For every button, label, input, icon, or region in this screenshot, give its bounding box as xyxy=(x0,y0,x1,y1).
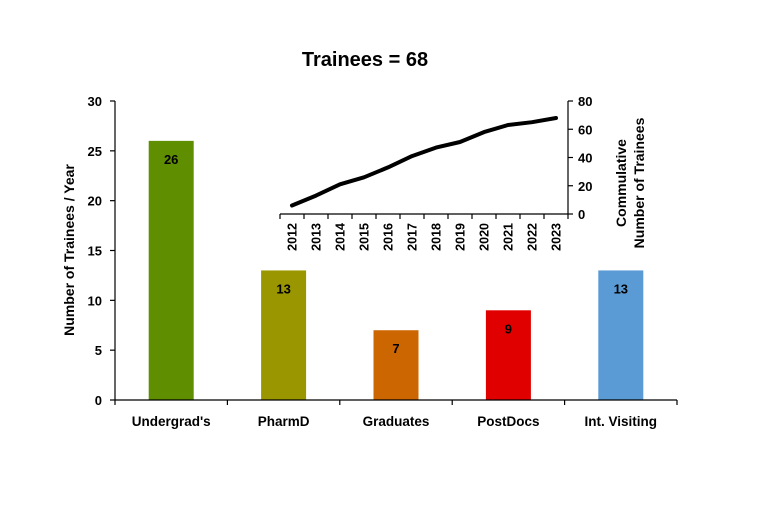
bar-value-label: 13 xyxy=(276,281,290,296)
year-label: 2012 xyxy=(286,223,300,251)
bar xyxy=(373,330,419,400)
year-label: 2022 xyxy=(526,223,540,251)
category-label: Int. Visiting xyxy=(585,414,658,429)
main-bar-chart: 26 13 7 9 13 0 5 10 15 20 25 30 Undergrad's PharmD Gr… xyxy=(61,94,678,429)
y-tick-label: 20 xyxy=(88,194,102,209)
inset-line-chart: 2012 2013 2014 2015 2016 2017 2018 2019 2020 2021… xyxy=(279,94,647,251)
cumulative-line xyxy=(290,116,558,208)
bar-value-label: 9 xyxy=(505,321,512,336)
year-label: 2015 xyxy=(358,223,372,251)
y-tick-label: 0 xyxy=(95,393,102,408)
inset-y-tick-label: 20 xyxy=(578,179,592,194)
bar-value-label: 13 xyxy=(614,281,628,296)
year-label: 2016 xyxy=(382,223,396,251)
inset-y-axis-label-line2: Number of Trainees xyxy=(631,117,647,248)
y-tick-label: 15 xyxy=(88,244,102,259)
category-label: Graduates xyxy=(363,414,430,429)
bar xyxy=(148,140,194,400)
bar-value-label: 7 xyxy=(392,341,399,356)
bar xyxy=(261,270,307,400)
y-tick-label: 30 xyxy=(88,94,102,109)
chart-title: Trainees = 68 xyxy=(302,49,428,71)
year-label: 2021 xyxy=(502,223,516,251)
y-tick-label: 10 xyxy=(88,293,102,308)
inset-axes: 2012 2013 2014 2015 2016 2017 2018 2019 2020 2021… xyxy=(279,94,592,251)
category-label: PharmD xyxy=(258,414,310,429)
year-label: 2023 xyxy=(550,223,564,251)
main-y-axis-label: Number of Trainees / Year xyxy=(61,164,77,336)
inset-y-tick-label: 80 xyxy=(578,94,592,109)
bar-value-label: 26 xyxy=(164,152,178,167)
year-label: 2019 xyxy=(454,223,468,251)
category-label: PostDocs xyxy=(477,414,539,429)
year-label: 2020 xyxy=(478,223,492,251)
y-tick-label: 25 xyxy=(88,144,102,159)
year-label: 2018 xyxy=(430,223,444,251)
inset-y-tick-label: 40 xyxy=(578,151,592,166)
category-label: Undergrad's xyxy=(132,414,211,429)
year-label: 2017 xyxy=(406,223,420,251)
y-tick-label: 5 xyxy=(95,343,102,358)
year-label: 2013 xyxy=(310,223,324,251)
inset-y-axis-label-line1: Commulative xyxy=(613,139,629,227)
main-axes: 0 5 10 15 20 25 30 Undergrad's PharmD Graduates Po… xyxy=(88,94,678,429)
year-label: 2014 xyxy=(334,223,348,251)
bar xyxy=(598,270,644,400)
inset-y-tick-label: 0 xyxy=(578,207,585,222)
inset-y-tick-label: 60 xyxy=(578,122,592,137)
bar xyxy=(485,310,531,400)
bars: 26 13 7 9 13 xyxy=(148,140,644,400)
